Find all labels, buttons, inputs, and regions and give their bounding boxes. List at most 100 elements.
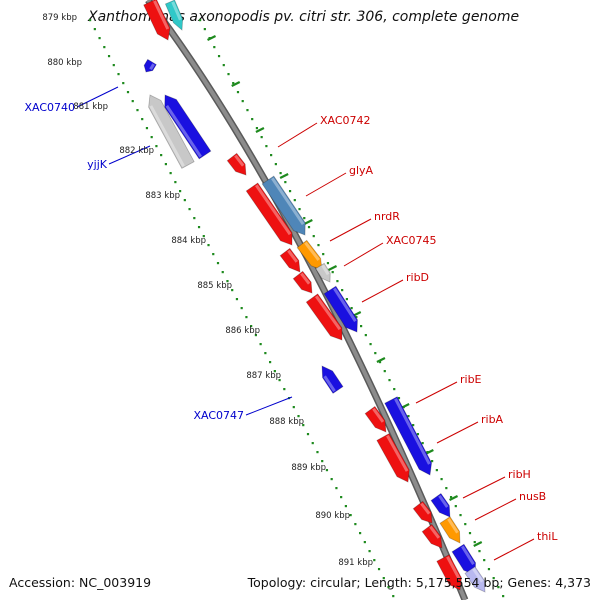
feature-XAC0740[interactable] [159, 91, 212, 160]
feature-XAC0742[interactable] [226, 152, 250, 178]
track-dot [103, 46, 106, 49]
callout-line [474, 498, 517, 521]
feature-red-nusB[interactable] [421, 523, 447, 551]
feature-highlight [165, 104, 202, 158]
gene-label-riba[interactable]: ribA [481, 413, 504, 426]
track-dot [207, 244, 210, 247]
feature-ribD[interactable] [305, 293, 347, 344]
gene-label-xac0745[interactable]: XAC0745 [386, 234, 437, 247]
track-dot [145, 127, 149, 130]
kbp-tick-label: 890 kbp [315, 511, 350, 521]
track-dot [373, 559, 376, 562]
feature-arrow [143, 58, 157, 73]
track-dot [216, 262, 220, 265]
track-dot [302, 424, 305, 427]
track-dot [478, 550, 481, 553]
feature-nusB[interactable] [439, 516, 465, 547]
track-dot [298, 208, 301, 211]
feature-highlight [394, 398, 431, 465]
gene-label-thil[interactable]: thiL [537, 530, 558, 543]
track-dot [374, 352, 377, 355]
feature-highlight [386, 434, 409, 472]
track-dash [255, 127, 265, 133]
track-dot [468, 532, 472, 535]
feature-glyA[interactable] [245, 182, 298, 249]
track-dot [254, 334, 257, 337]
feature-arrow [376, 433, 410, 483]
gene-label-xac0742[interactable]: XAC0742 [320, 114, 371, 127]
track-dot [464, 523, 467, 526]
gene-label-nrdr[interactable]: nrdR [374, 210, 400, 223]
feature-orange[interactable] [296, 239, 327, 273]
track-dot [431, 460, 434, 463]
feature-blue-ribD[interactable] [323, 285, 363, 336]
feature-arrow [364, 405, 387, 433]
track-dot [232, 82, 235, 85]
track-dot [197, 226, 201, 229]
feature-nrdR[interactable] [279, 247, 305, 275]
feature-blue-ribH[interactable] [430, 493, 455, 521]
feature-arrow [279, 247, 301, 273]
feature-highlight [447, 518, 459, 534]
feature-highlight [304, 241, 320, 261]
gene-label-ribh[interactable]: ribH [508, 468, 531, 481]
track-dot [193, 217, 196, 220]
gene-label-yjjk[interactable]: yjjK [87, 158, 108, 171]
feature-highlight [271, 177, 305, 226]
feature-thiL[interactable] [436, 554, 466, 594]
gene-label-xac0740[interactable]: XAC0740 [24, 101, 75, 114]
feature-arrow [143, 0, 171, 41]
track-dash [207, 35, 217, 41]
gene-label-glya[interactable]: glyA [349, 164, 374, 177]
feature-ribA[interactable] [376, 433, 414, 486]
track-dot [240, 307, 243, 310]
gene-label-ribd[interactable]: ribD [406, 271, 429, 284]
track-dot [487, 568, 491, 571]
track-dot [270, 154, 273, 157]
track-dot [250, 325, 253, 328]
inner-dotted-track [89, 19, 395, 598]
feature-red-small[interactable] [292, 270, 316, 296]
track-dot [340, 496, 343, 499]
feature-ribH[interactable] [412, 500, 436, 526]
feature-steelblue[interactable] [261, 175, 311, 239]
track-dot [126, 91, 130, 94]
track-dot [377, 568, 381, 571]
feature-small-blue[interactable] [142, 58, 157, 74]
feature-arrow [315, 262, 331, 283]
feature-lavender[interactable] [464, 566, 490, 596]
feature-ribE[interactable] [364, 405, 391, 435]
callout-line [493, 538, 535, 561]
feature-top-cyan[interactable] [164, 0, 186, 32]
feature-top-red[interactable] [143, 0, 175, 43]
feature-XAC0745[interactable] [315, 262, 334, 284]
track-dot [260, 136, 263, 139]
callout-line [462, 476, 506, 499]
feature-yjjK[interactable] [144, 92, 195, 169]
feature-arrow [292, 270, 313, 294]
track-dot [317, 244, 320, 247]
gene-label-xac0747[interactable]: XAC0747 [193, 409, 244, 422]
gene-label-ribe[interactable]: ribE [460, 373, 482, 386]
feature-highlight [171, 1, 182, 21]
track-dot [326, 262, 330, 265]
track-dot [112, 64, 115, 67]
feature-highlight [300, 272, 311, 285]
track-dot [412, 424, 415, 427]
callout-line [245, 396, 293, 416]
kbp-tick-label: 884 kbp [171, 236, 206, 246]
feature-blue-ribA[interactable] [384, 396, 436, 478]
gene-label-nusb[interactable]: nusB [519, 490, 546, 503]
track-dot [363, 541, 366, 544]
track-dot [241, 100, 244, 103]
track-dot [364, 334, 367, 337]
track-dot [449, 496, 453, 499]
track-dash [473, 541, 483, 547]
track-dot [359, 532, 362, 535]
feature-highlight [315, 295, 342, 331]
track-dot [397, 397, 401, 400]
track-dot [183, 199, 186, 202]
track-dot [393, 388, 396, 391]
feature-XAC0747[interactable] [317, 363, 344, 394]
feature-arrow [430, 493, 451, 518]
